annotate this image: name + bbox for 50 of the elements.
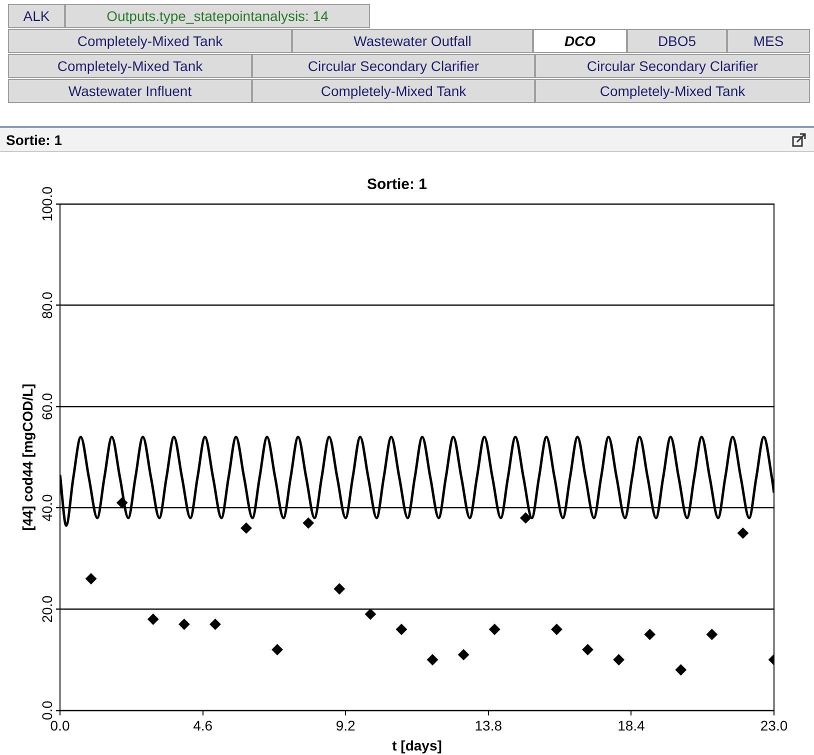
text: Circular Secondary Clarifier bbox=[535, 54, 810, 78]
x-tick-label: 0.0 bbox=[50, 718, 70, 734]
point bbox=[240, 522, 252, 534]
point bbox=[613, 654, 624, 666]
point bbox=[458, 649, 470, 660]
x-tick-label: 13.8 bbox=[474, 718, 502, 734]
chart-title: Sortie: 1 bbox=[366, 176, 428, 194]
point bbox=[582, 644, 594, 656]
point bbox=[427, 654, 438, 666]
point bbox=[334, 583, 345, 594]
x-tick-label: 18.4 bbox=[618, 718, 646, 734]
x-axis-title: t [days] bbox=[392, 737, 442, 754]
y-axis-title: [44] cod44 [mgCOD/L] bbox=[19, 384, 36, 531]
y-tick-label: 40.0 bbox=[38, 494, 55, 522]
y-tick-label: 0.0 bbox=[38, 700, 55, 720]
point bbox=[178, 618, 190, 630]
point bbox=[551, 624, 562, 635]
point bbox=[364, 608, 376, 620]
y-tick-label: 80.0 bbox=[38, 291, 55, 319]
point bbox=[210, 618, 221, 630]
x-tick-label: 4.6 bbox=[193, 718, 213, 734]
x-tick-label: 23.0 bbox=[760, 718, 788, 734]
point bbox=[520, 512, 532, 524]
text: Wastewater Influent bbox=[8, 79, 252, 103]
point bbox=[86, 573, 97, 584]
y-tick-label: 60.0 bbox=[38, 392, 55, 420]
text: Completely-Mixed Tank bbox=[252, 79, 535, 103]
point bbox=[706, 628, 718, 640]
point bbox=[644, 628, 656, 640]
text: Completely-Mixed Tank bbox=[8, 29, 292, 53]
text: Sortie: 1 bbox=[6, 132, 62, 148]
point bbox=[675, 664, 686, 676]
point bbox=[737, 528, 748, 539]
point bbox=[148, 614, 159, 625]
text: DBO5 bbox=[627, 29, 727, 53]
point bbox=[489, 624, 500, 635]
y-tick-label: 20.0 bbox=[38, 595, 55, 623]
point bbox=[302, 518, 314, 529]
text: DCO bbox=[533, 29, 627, 53]
text: Completely-Mixed Tank bbox=[8, 54, 252, 78]
point bbox=[396, 624, 407, 635]
text: ALK bbox=[8, 4, 65, 28]
text: Wastewater Outfall bbox=[292, 29, 533, 53]
text: Outputs.type_statepointanalysis: 14 bbox=[65, 4, 370, 28]
x-tick-label: 9.2 bbox=[336, 718, 356, 734]
text: Completely-Mixed Tank bbox=[535, 79, 810, 103]
text: Circular Secondary Clarifier bbox=[252, 54, 535, 78]
y-tick-label: 100.0 bbox=[38, 186, 55, 222]
text: MES bbox=[727, 29, 810, 53]
point bbox=[272, 644, 283, 656]
